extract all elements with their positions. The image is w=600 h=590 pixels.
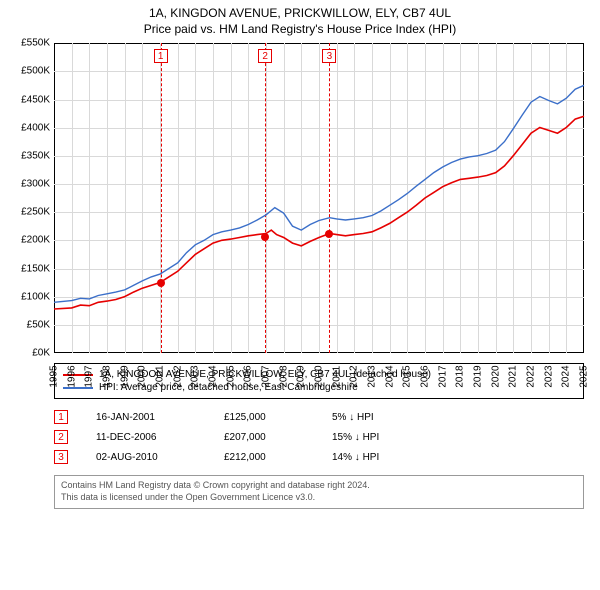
price-marker bbox=[325, 230, 333, 238]
x-tick: 2025 bbox=[579, 366, 590, 388]
x-tick: 2023 bbox=[543, 366, 554, 388]
y-tick: £350K bbox=[21, 150, 50, 161]
x-tick: 2012 bbox=[349, 366, 360, 388]
y-tick: £0K bbox=[32, 348, 50, 359]
x-tick: 2004 bbox=[208, 366, 219, 388]
event-row: 3 02-AUG-2010 £212,000 14% ↓ HPI bbox=[54, 447, 584, 467]
y-tick: £50K bbox=[27, 320, 50, 331]
event-date: 11-DEC-2006 bbox=[96, 432, 196, 443]
y-tick: £550K bbox=[21, 38, 50, 49]
x-tick: 2017 bbox=[437, 366, 448, 388]
x-tick: 1995 bbox=[49, 366, 60, 388]
y-tick: £300K bbox=[21, 179, 50, 190]
x-tick: 2020 bbox=[490, 366, 501, 388]
event-number: 3 bbox=[54, 450, 68, 464]
event-number: 2 bbox=[54, 430, 68, 444]
event-price: £207,000 bbox=[224, 432, 304, 443]
event-price: £212,000 bbox=[224, 452, 304, 463]
x-tick: 2001 bbox=[155, 366, 166, 388]
x-tick: 2019 bbox=[473, 366, 484, 388]
y-tick: £500K bbox=[21, 66, 50, 77]
x-tick: 2016 bbox=[420, 366, 431, 388]
event-number: 1 bbox=[54, 410, 68, 424]
event-row: 1 16-JAN-2001 £125,000 5% ↓ HPI bbox=[54, 407, 584, 427]
title-line-2: Price paid vs. HM Land Registry's House … bbox=[10, 22, 590, 38]
event-marker-box: 3 bbox=[322, 49, 336, 63]
price-marker bbox=[157, 279, 165, 287]
x-tick: 1997 bbox=[84, 366, 95, 388]
x-tick: 2010 bbox=[314, 366, 325, 388]
x-tick: 2015 bbox=[402, 366, 413, 388]
y-tick: £450K bbox=[21, 94, 50, 105]
x-tick: 2009 bbox=[296, 366, 307, 388]
x-tick: 2024 bbox=[561, 366, 572, 388]
x-tick: 2003 bbox=[190, 366, 201, 388]
price-marker bbox=[261, 233, 269, 241]
x-tick: 1999 bbox=[119, 366, 130, 388]
y-tick: £250K bbox=[21, 207, 50, 218]
footer-line-1: Contains HM Land Registry data © Crown c… bbox=[61, 480, 577, 492]
events-table: 1 16-JAN-2001 £125,000 5% ↓ HPI 2 11-DEC-2006… bbox=[54, 407, 584, 467]
price-chart: £0K£50K£100K£150K£200K£250K£300K£350K£40… bbox=[54, 43, 584, 353]
x-tick: 2018 bbox=[455, 366, 466, 388]
x-tick: 2021 bbox=[508, 366, 519, 388]
x-tick: 2006 bbox=[243, 366, 254, 388]
event-marker-box: 1 bbox=[154, 49, 168, 63]
x-tick: 2007 bbox=[261, 366, 272, 388]
event-date: 16-JAN-2001 bbox=[96, 412, 196, 423]
event-marker-box: 2 bbox=[258, 49, 272, 63]
y-tick: £100K bbox=[21, 291, 50, 302]
x-tick: 1998 bbox=[102, 366, 113, 388]
x-tick: 2011 bbox=[331, 366, 342, 388]
event-date: 02-AUG-2010 bbox=[96, 452, 196, 463]
x-tick: 2005 bbox=[225, 366, 236, 388]
y-tick: £200K bbox=[21, 235, 50, 246]
y-tick: £150K bbox=[21, 263, 50, 274]
title-line-1: 1A, KINGDON AVENUE, PRICKWILLOW, ELY, CB… bbox=[10, 6, 590, 22]
x-tick: 2008 bbox=[278, 366, 289, 388]
x-tick: 2000 bbox=[137, 366, 148, 388]
x-tick: 2022 bbox=[526, 366, 537, 388]
series-line bbox=[54, 116, 584, 309]
chart-lines bbox=[54, 43, 584, 353]
chart-title: 1A, KINGDON AVENUE, PRICKWILLOW, ELY, CB… bbox=[10, 6, 590, 37]
event-delta: 14% ↓ HPI bbox=[332, 452, 379, 463]
y-tick: £400K bbox=[21, 122, 50, 133]
footer-line-2: This data is licensed under the Open Gov… bbox=[61, 492, 577, 504]
data-attribution: Contains HM Land Registry data © Crown c… bbox=[54, 475, 584, 508]
x-tick: 2014 bbox=[384, 366, 395, 388]
x-tick: 2013 bbox=[367, 366, 378, 388]
series-line bbox=[54, 85, 584, 302]
x-tick: 1996 bbox=[66, 366, 77, 388]
event-price: £125,000 bbox=[224, 412, 304, 423]
x-tick: 2002 bbox=[172, 366, 183, 388]
event-delta: 5% ↓ HPI bbox=[332, 412, 374, 423]
event-row: 2 11-DEC-2006 £207,000 15% ↓ HPI bbox=[54, 427, 584, 447]
event-delta: 15% ↓ HPI bbox=[332, 432, 379, 443]
